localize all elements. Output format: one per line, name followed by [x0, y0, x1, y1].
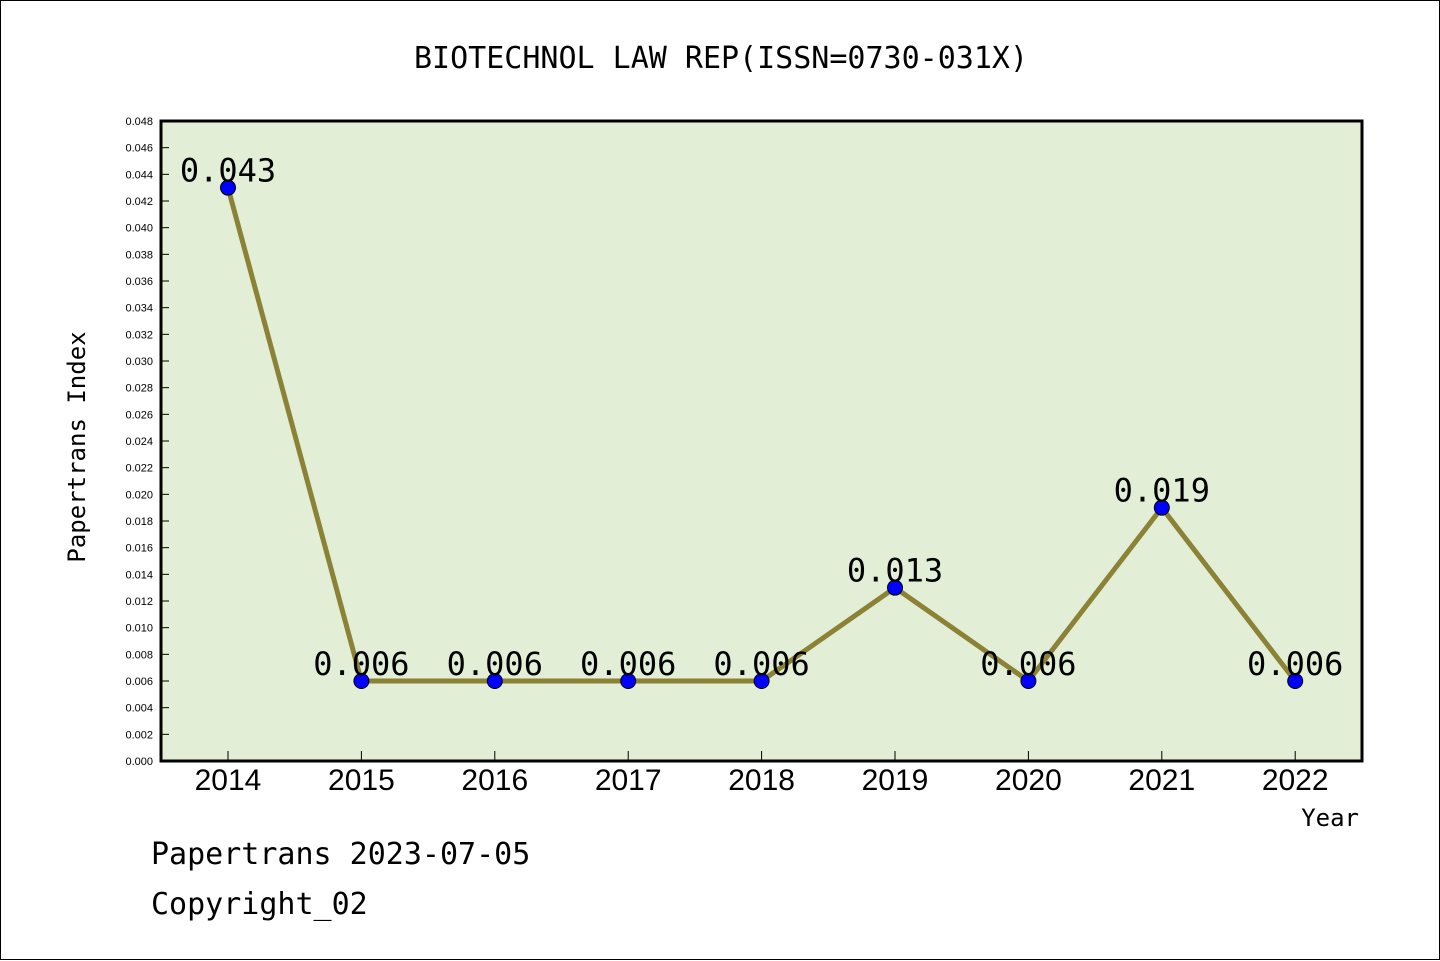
data-label: 0.043: [180, 152, 276, 190]
data-label: 0.006: [447, 645, 543, 683]
x-tick-label: 2017: [595, 764, 662, 797]
data-point: [220, 179, 236, 196]
data-point: [1287, 673, 1304, 689]
y-tick-label: 0.018: [125, 516, 153, 528]
data-label: 0.006: [313, 645, 409, 683]
footer-date: Papertrans 2023-07-05: [151, 837, 531, 872]
y-tick-label: 0.038: [125, 249, 153, 261]
y-tick-label: 0.048: [125, 116, 153, 128]
y-axis: 0.000 0.002 0.004 0.006 0.008 0.010 0.012 0.014…: [125, 116, 169, 768]
y-axis-label: Papertrans Index: [63, 331, 91, 562]
y-tick-label: 0.016: [125, 543, 153, 555]
data-labels: 0.043 0.006 0.006 0.006 0.006 0.013 0.006 0.019…: [180, 152, 1344, 683]
y-tick-label: 0.000: [125, 756, 153, 768]
y-tick-label: 0.010: [125, 623, 153, 635]
y-tick-label: 0.020: [125, 489, 153, 501]
x-axis-label: Year: [1301, 804, 1359, 832]
y-tick-label: 0.022: [125, 463, 153, 475]
data-label: 0.019: [1114, 472, 1210, 510]
y-tick-label: 0.044: [125, 169, 153, 181]
x-tick-label: 2021: [1128, 764, 1195, 797]
y-tick-label: 0.030: [125, 356, 153, 368]
y-tick-label: 0.004: [125, 703, 153, 715]
y-tick-label: 0.024: [125, 436, 153, 448]
y-tick-label: 0.002: [125, 729, 153, 741]
y-tick-label: 0.006: [125, 676, 153, 688]
data-label: 0.006: [1247, 645, 1343, 683]
y-tick-label: 0.034: [125, 303, 153, 315]
data-point: [353, 673, 370, 689]
y-tick-label: 0.040: [125, 223, 153, 235]
x-axis: 2014 2015 2016 2017 2018 2019 2020 2021 2022: [195, 751, 1329, 797]
y-tick-label: 0.012: [125, 596, 153, 608]
y-tick-label: 0.046: [125, 143, 153, 155]
data-point: [887, 579, 903, 596]
x-tick-label: 2016: [461, 764, 528, 797]
data-point: [753, 673, 770, 689]
x-tick-label: 2018: [728, 764, 795, 797]
data-label: 0.006: [980, 645, 1076, 683]
chart-title: BIOTECHNOL LAW REP(ISSN=0730-031X): [414, 41, 1028, 76]
series-markers: [220, 179, 1304, 689]
x-tick-label: 2019: [862, 764, 929, 797]
data-point: [1020, 673, 1037, 689]
y-tick-label: 0.032: [125, 329, 153, 341]
y-tick-label: 0.008: [125, 649, 153, 661]
data-label: 0.006: [580, 645, 676, 683]
y-tick-label: 0.042: [125, 196, 153, 208]
y-tick-label: 0.014: [125, 569, 153, 581]
x-tick-label: 2014: [195, 764, 262, 797]
data-label: 0.006: [713, 645, 809, 683]
data-point: [1153, 499, 1170, 516]
data-label: 0.013: [847, 552, 943, 590]
data-point: [486, 673, 503, 689]
x-tick-label: 2015: [328, 764, 395, 797]
x-tick-label: 2020: [995, 764, 1062, 797]
plot-area: [159, 119, 1364, 763]
data-point: [620, 673, 637, 689]
y-tick-label: 0.028: [125, 383, 153, 395]
y-tick-label: 0.036: [125, 276, 153, 288]
y-tick-label: 0.026: [125, 409, 153, 421]
x-tick-label: 2022: [1262, 764, 1329, 797]
footer-copyright: Copyright_02: [151, 887, 368, 922]
